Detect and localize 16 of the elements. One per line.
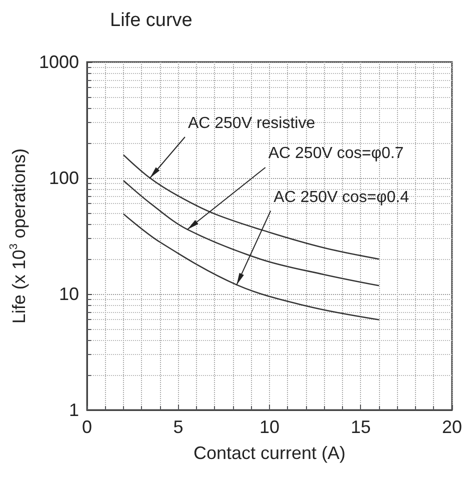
y-tick-label: 1: [68, 400, 79, 420]
line-series: [122, 213, 380, 320]
annotation: AC 250V cos=φ0.4: [274, 188, 409, 207]
y-tick-label: 10: [58, 284, 79, 304]
annotation: AC 250V resistive: [188, 115, 316, 133]
x-tick-label: 0: [82, 417, 92, 437]
x-tick-label: 15: [350, 417, 371, 437]
chart-title: Life curve: [110, 10, 192, 31]
annotation: AC 250V cos=φ0.7: [268, 145, 404, 164]
x-tick-label: 10: [259, 417, 280, 437]
x-tick-label: 20: [442, 417, 462, 437]
x-axis-title: Contact current (A): [193, 443, 346, 463]
y-tick-label: 100: [48, 168, 79, 188]
x-tick-label: 5: [173, 417, 184, 437]
y-tick-label: 1000: [38, 52, 79, 72]
y-axis-title: Life (x 103 operations): [8, 148, 30, 324]
